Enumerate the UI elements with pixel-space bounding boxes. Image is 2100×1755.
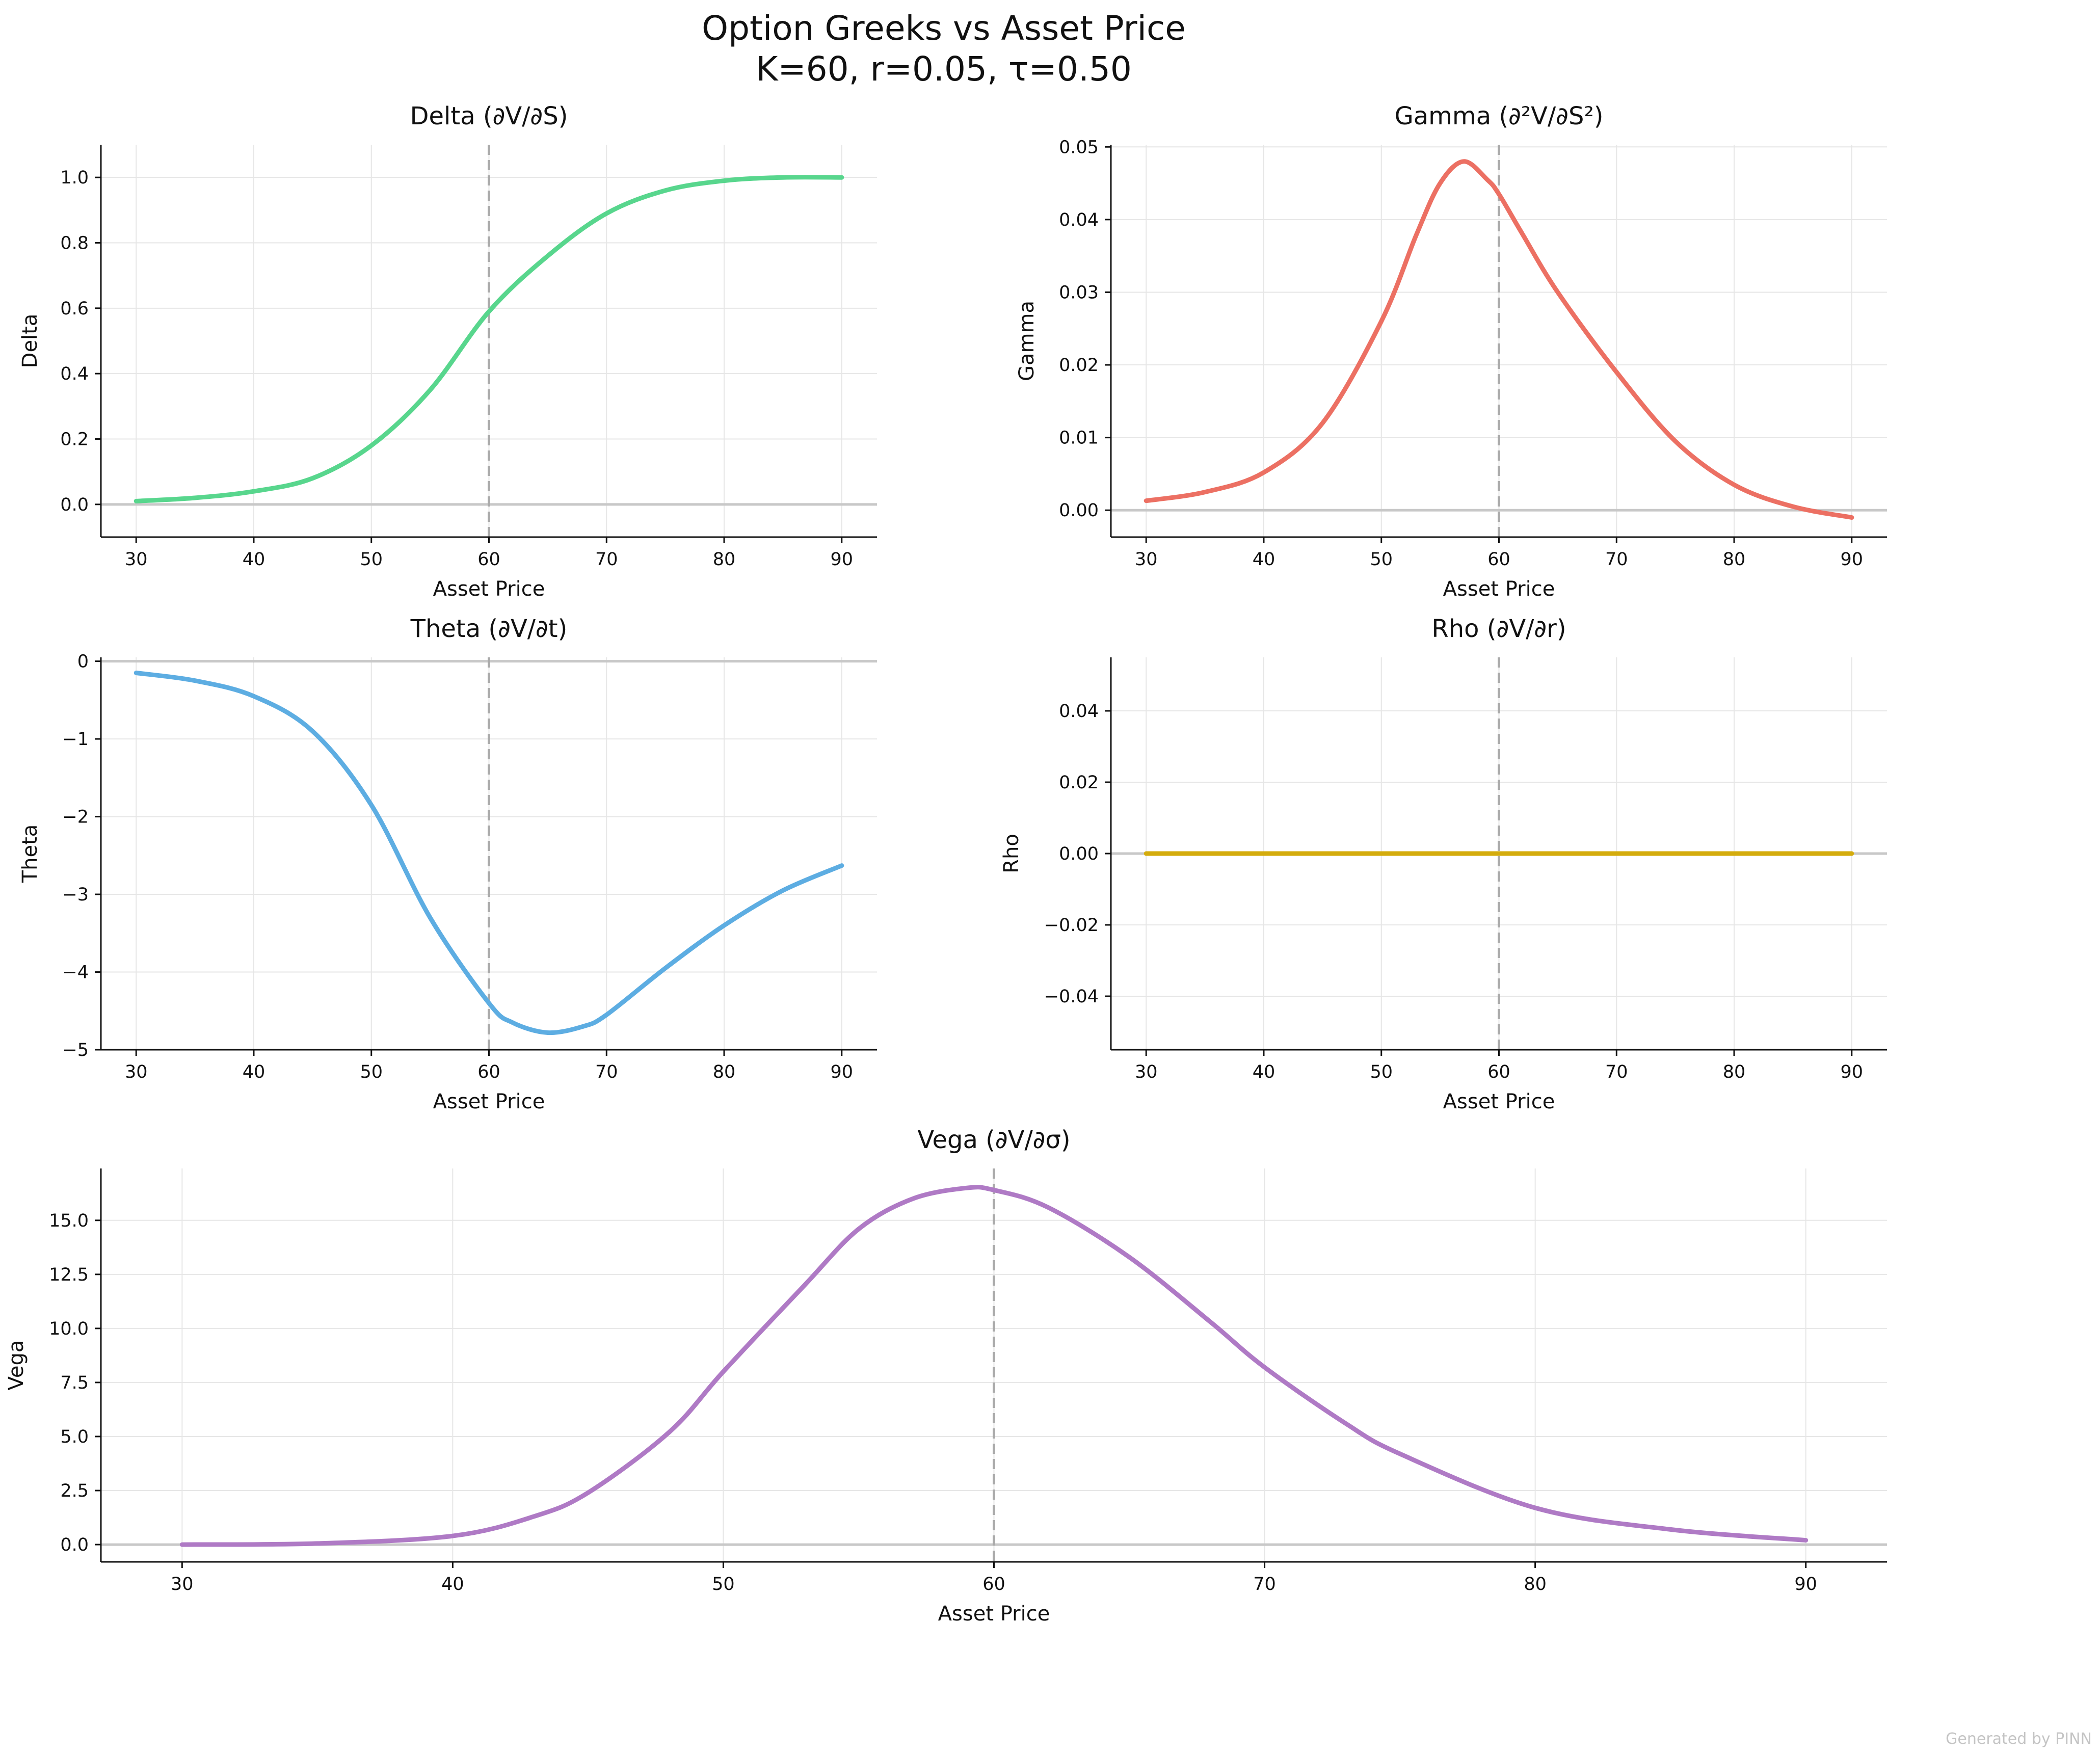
gamma-series-line [1144,159,1854,520]
gamma-xtick-label: 40 [1253,549,1275,570]
delta-ytick-label: 0.8 [60,233,89,254]
theta-xtick-label: 80 [713,1062,736,1082]
theta-ytick-label: −4 [62,963,89,983]
vega-xtick-label: 90 [1794,1574,1817,1594]
vega-xtick-label: 40 [441,1574,464,1594]
rho-ytick-label: 0.00 [1059,844,1099,864]
theta-ytick-label: −1 [62,729,89,750]
vega-xtick-label: 50 [712,1574,735,1594]
gamma-panel: 30 40 50 60 70 80 90 0.00 0.01 0.02 0.03 0.04 0.05 Ga… [1015,102,1887,601]
rho-panel: 30 40 50 60 70 80 90 0.04 0.02 0.00 −0.02 −0.04 Rho … [1000,615,1887,1113]
delta-ytick-label: 1.0 [60,168,89,188]
rho-ytick-label: −0.02 [1044,915,1099,936]
delta-panel: 30 40 50 60 70 80 90 0.0 0.2 0.4 0.6 0.8 1.0 Delta (∂… [18,102,877,601]
vega-y-axis-label: Vega [5,1340,28,1391]
vega-xtick-label: 70 [1253,1574,1276,1594]
vega-ytick-label: 10.0 [49,1319,89,1339]
vega-xtick-label: 80 [1524,1574,1547,1594]
theta-xtick-label: 40 [243,1062,265,1082]
figure-title-line1: Option Greeks vs Asset Price [702,9,1186,48]
vega-xtick-label: 60 [982,1574,1005,1594]
delta-xtick-label: 80 [713,549,736,570]
vega-ytick-label: 5.0 [60,1427,89,1447]
vega-panel-title: Vega (∂V/∂σ) [917,1126,1070,1154]
theta-x-axis-label: Asset Price [433,1090,545,1113]
rho-x-axis-label: Asset Price [1443,1090,1555,1113]
gamma-ytick-label: 0.02 [1059,355,1099,376]
theta-panel-title: Theta (∂V/∂t) [410,615,568,643]
rho-xtick-label: 80 [1723,1062,1746,1082]
gamma-ytick-label: 0.05 [1059,137,1099,157]
gamma-xtick-label: 50 [1370,549,1393,570]
gamma-ytick-label: 0.04 [1059,210,1099,230]
delta-ytick-label: 0.2 [60,430,89,450]
theta-ytick-label: 0 [77,652,89,672]
gamma-ytick-label: 0.00 [1059,500,1099,521]
delta-series-line [134,175,844,503]
figure-title: Option Greeks vs Asset Price K=60, r=0.0… [0,8,1888,90]
delta-xtick-label: 70 [595,549,618,570]
vega-panel: 30 40 50 60 70 80 90 0.0 2.5 5.0 7.5 10.0 12.5 15.0 Ve… [5,1126,1887,1626]
footer-credit: Generated by PINN [1946,1730,2092,1748]
gamma-xtick-label: 30 [1135,549,1158,570]
gamma-y-axis-label: Gamma [1015,301,1039,381]
delta-ytick-label: 0.4 [60,364,89,384]
gamma-xtick-label: 90 [1840,549,1863,570]
delta-x-axis-label: Asset Price [433,577,545,601]
gamma-panel-title: Gamma (∂²V/∂S²) [1395,102,1604,130]
rho-xtick-label: 90 [1840,1062,1863,1082]
rho-xtick-label: 40 [1253,1062,1275,1082]
rho-panel-title: Rho (∂V/∂r) [1431,615,1566,643]
gamma-xtick-label: 60 [1487,549,1510,570]
delta-xtick-label: 90 [830,549,853,570]
gamma-xtick-label: 80 [1723,549,1746,570]
theta-xtick-label: 90 [830,1062,853,1082]
rho-xtick-label: 60 [1487,1062,1510,1082]
delta-panel-title: Delta (∂V/∂S) [410,102,568,130]
vega-series-line [179,1185,1809,1547]
delta-ytick-label: 0.0 [60,495,89,515]
theta-ytick-label: −2 [62,807,89,828]
rho-xtick-label: 70 [1605,1062,1628,1082]
theta-series-line [134,671,844,1035]
gamma-x-axis-label: Asset Price [1443,577,1555,601]
rho-ytick-label: 0.02 [1059,773,1099,793]
rho-xtick-label: 30 [1135,1062,1158,1082]
gamma-ytick-label: 0.01 [1059,428,1099,448]
delta-y-axis-label: Delta [18,314,42,368]
vega-ytick-label: 7.5 [60,1373,89,1393]
theta-xtick-label: 50 [360,1062,383,1082]
gamma-xtick-label: 70 [1605,549,1628,570]
delta-ytick-label: 0.6 [60,299,89,319]
vega-xtick-label: 30 [171,1574,194,1594]
delta-xtick-label: 50 [360,549,383,570]
vega-ytick-label: 2.5 [60,1481,89,1501]
vega-ytick-label: 0.0 [60,1535,89,1555]
delta-xtick-label: 30 [125,549,148,570]
theta-panel: 30 40 50 60 70 80 90 0 −1 −2 −3 −4 −5 Theta (∂V/∂t) As… [18,615,877,1113]
figure-title-line2: K=60, r=0.05, τ=0.50 [756,49,1132,89]
theta-xtick-label: 70 [595,1062,618,1082]
delta-xtick-label: 60 [477,549,500,570]
rho-y-axis-label: Rho [1000,834,1023,873]
theta-xtick-label: 30 [125,1062,148,1082]
theta-y-axis-label: Theta [18,825,42,884]
theta-xtick-label: 60 [477,1062,500,1082]
delta-xtick-label: 40 [243,549,265,570]
rho-ytick-label: 0.04 [1059,701,1099,722]
rho-xtick-label: 50 [1370,1062,1393,1082]
vega-x-axis-label: Asset Price [938,1602,1050,1626]
gamma-ytick-label: 0.03 [1059,282,1099,303]
theta-ytick-label: −3 [62,885,89,905]
vega-ytick-label: 12.5 [49,1265,89,1285]
rho-ytick-label: −0.04 [1044,987,1099,1007]
theta-ytick-label: −5 [62,1040,89,1060]
vega-ytick-label: 15.0 [49,1211,89,1231]
